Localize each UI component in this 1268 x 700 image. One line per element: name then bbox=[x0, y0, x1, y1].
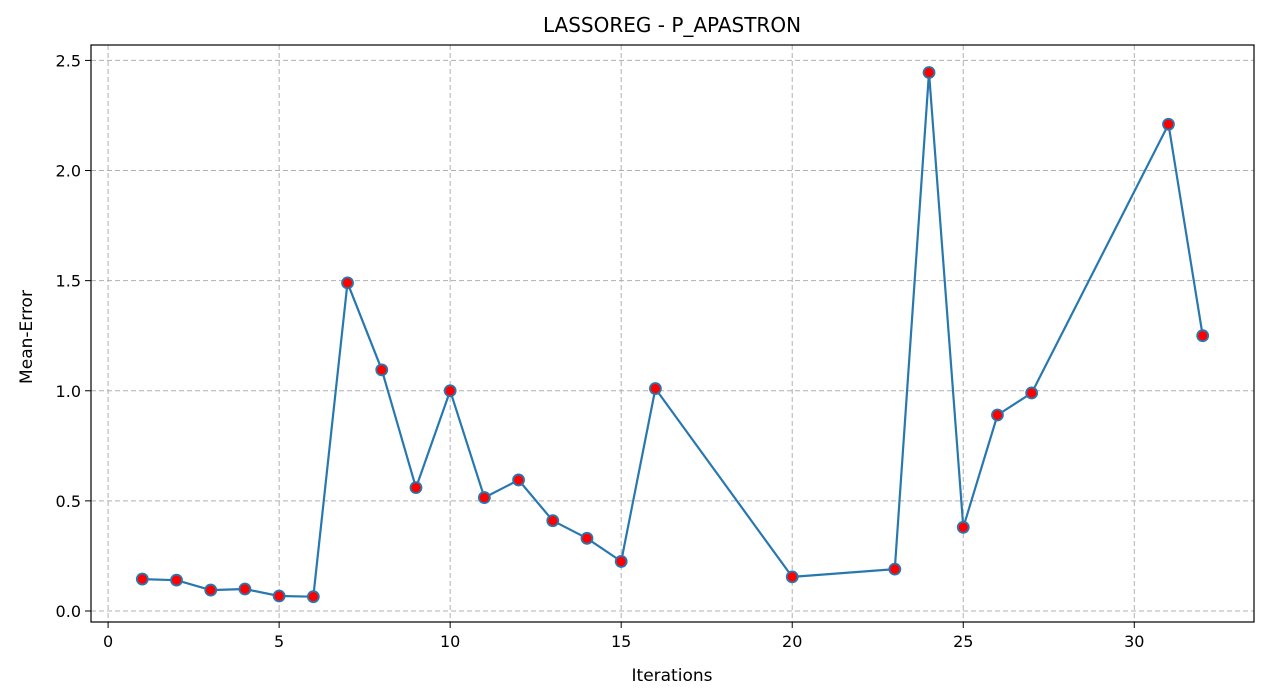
plot-frame bbox=[90, 44, 1255, 623]
data-point bbox=[170, 573, 183, 587]
data-point bbox=[375, 363, 389, 377]
data-point bbox=[341, 276, 354, 290]
x-tick-label: 20 bbox=[782, 632, 802, 651]
y-axis-label: Mean-Error bbox=[17, 290, 37, 384]
data-point bbox=[546, 514, 560, 528]
data-point bbox=[443, 384, 457, 398]
y-tick-label: 2.0 bbox=[56, 162, 81, 181]
data-point bbox=[477, 491, 491, 504]
data-point bbox=[1025, 386, 1039, 400]
chart-title: LASSOREG - P_APASTRON bbox=[543, 13, 801, 37]
data-point bbox=[512, 473, 525, 487]
y-tick-label: 2.5 bbox=[56, 51, 81, 70]
y-tick-label: 1.5 bbox=[56, 272, 81, 291]
data-point bbox=[922, 66, 936, 79]
data-point bbox=[238, 582, 252, 596]
data-point bbox=[888, 562, 902, 576]
x-axis-label: Iterations bbox=[632, 666, 713, 686]
data-point bbox=[272, 589, 286, 603]
x-tick-label: 5 bbox=[274, 632, 284, 651]
series-group bbox=[135, 66, 1210, 604]
x-tick-label: 15 bbox=[611, 632, 631, 651]
y-tick-label: 0.0 bbox=[56, 602, 81, 621]
data-point bbox=[956, 520, 970, 534]
data-point bbox=[614, 555, 628, 568]
data-point bbox=[1162, 117, 1175, 131]
x-tick-label: 0 bbox=[103, 632, 113, 651]
x-axis-ticks: 0 5 10 15 20 25 30 bbox=[103, 622, 1144, 651]
data-point bbox=[409, 481, 423, 495]
data-point bbox=[1196, 329, 1210, 343]
x-tick-label: 30 bbox=[1124, 632, 1144, 651]
data-point bbox=[135, 572, 149, 586]
data-point bbox=[785, 570, 799, 584]
data-point bbox=[580, 531, 594, 545]
y-tick-label: 1.0 bbox=[56, 382, 81, 401]
data-point bbox=[991, 408, 1004, 422]
data-point bbox=[204, 583, 218, 597]
x-tick-label: 10 bbox=[440, 632, 460, 651]
series-line bbox=[142, 71, 1204, 598]
data-point bbox=[306, 590, 320, 604]
data-point bbox=[648, 382, 662, 395]
y-axis-ticks: 0.0 0.5 1.0 1.5 2.0 2.5 bbox=[56, 51, 91, 621]
grid bbox=[91, 45, 1254, 622]
y-tick-label: 0.5 bbox=[56, 492, 81, 511]
x-tick-label: 25 bbox=[953, 632, 973, 651]
